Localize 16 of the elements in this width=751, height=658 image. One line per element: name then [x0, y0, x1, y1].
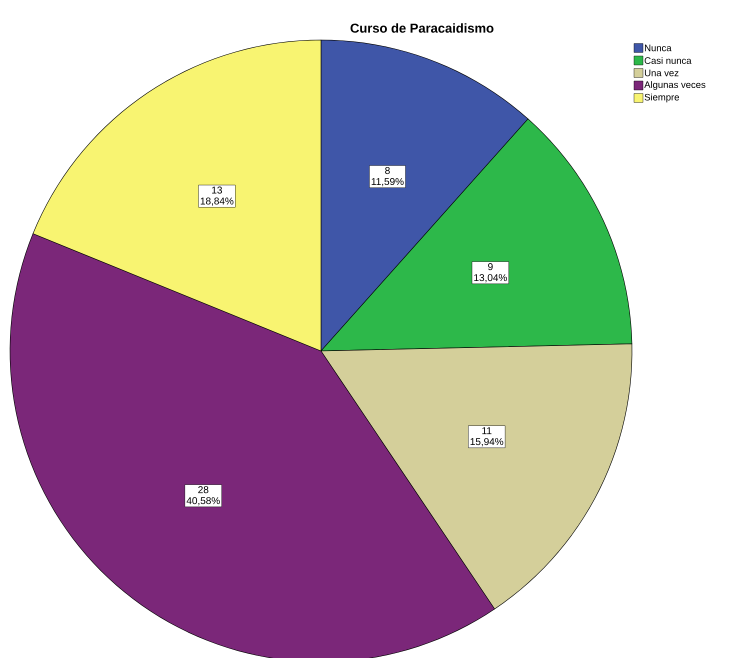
legend-label: Algunas veces	[644, 81, 706, 90]
legend-label: Casi nunca	[644, 57, 692, 64]
text: 13	[212, 186, 222, 194]
data-label: 18,84%	[200, 198, 234, 206]
legend-label: Siempre	[644, 94, 680, 102]
legend-label: Nunca	[644, 44, 672, 52]
data-label: 40,58%	[186, 497, 220, 506]
chart-title: Curso de Paracaidismo	[350, 23, 494, 33]
text: 9	[488, 263, 493, 270]
data-label: 13,04%	[474, 274, 507, 282]
legend-label: Una vez	[644, 70, 678, 76]
text: 28	[198, 486, 208, 494]
text: 8	[385, 167, 390, 174]
data-label: 11,59%	[372, 178, 404, 186]
data-label: 15,94%	[470, 438, 504, 446]
text: 11	[482, 427, 492, 434]
